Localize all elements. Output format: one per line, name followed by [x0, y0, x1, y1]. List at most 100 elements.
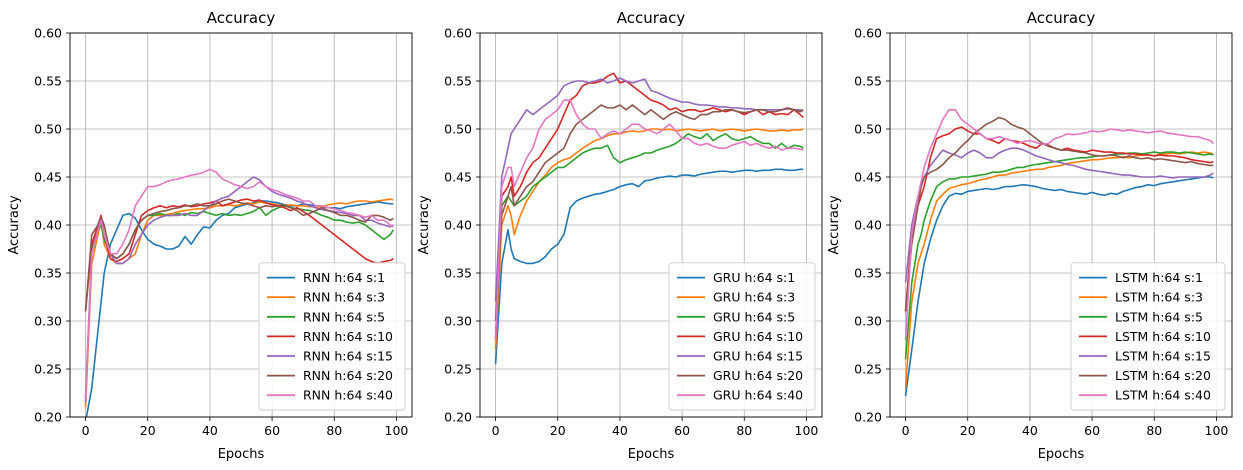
- series-line-5: [494, 77, 804, 302]
- x-axis-label: Epochs: [218, 447, 265, 462]
- y-tick-label: 0.50: [34, 122, 62, 137]
- series-line-7: [84, 168, 394, 398]
- y-tick-label: 0.35: [444, 266, 472, 281]
- series-line-6: [84, 198, 394, 312]
- legend-label: LSTM h:64 s:20: [1115, 368, 1211, 383]
- legend-label: LSTM h:64 s:15: [1115, 349, 1211, 364]
- y-tick-label: 0.35: [854, 266, 882, 281]
- x-tick-label: 60: [674, 423, 690, 438]
- legend-label: RNN h:64 s:5: [303, 309, 385, 324]
- x-tick-label: 0: [492, 423, 500, 438]
- y-tick-label: 0.50: [444, 122, 472, 137]
- legend-label: LSTM h:64 s:5: [1115, 309, 1203, 324]
- y-tick-label: 0.20: [34, 410, 62, 425]
- legend-label: LSTM h:64 s:10: [1115, 329, 1211, 344]
- x-tick-label: 80: [1146, 423, 1162, 438]
- x-tick-label: 20: [140, 423, 156, 438]
- x-tick-label: 0: [902, 423, 910, 438]
- x-axis-label: Epochs: [628, 447, 675, 462]
- series-line-7: [904, 109, 1214, 341]
- y-tick-label: 0.60: [444, 26, 472, 41]
- chart-title: Accuracy: [207, 9, 276, 27]
- y-tick-label: 0.35: [34, 266, 62, 281]
- chart-panel-2: 0 20 40 60 80 100 0.20 0.25 0.30 0.35 0.40 0.45 0.50…: [417, 9, 823, 462]
- y-tick-label: 0.40: [34, 218, 62, 233]
- axes-frame: [479, 32, 823, 418]
- x-tick-label: 80: [326, 423, 342, 438]
- series-line-3: [904, 151, 1214, 360]
- series-line-2: [904, 151, 1214, 389]
- x-tick-label: 0: [82, 423, 90, 438]
- legend-label: RNN h:64 s:15: [303, 349, 393, 364]
- y-axis-label: Accuracy: [7, 195, 22, 255]
- y-tick-label: 0.55: [444, 74, 472, 89]
- legend-label: RNN h:64 s:10: [303, 329, 393, 344]
- series-line-6: [494, 104, 804, 322]
- legend-label: LSTM h:64 s:40: [1115, 388, 1211, 403]
- legend-box: [258, 262, 406, 411]
- chart-title: Accuracy: [617, 9, 686, 27]
- legend-label: GRU h:64 s:40: [713, 388, 803, 403]
- y-tick-label: 0.45: [34, 170, 62, 185]
- series-line-3: [494, 133, 804, 341]
- x-tick-label: 60: [1084, 423, 1100, 438]
- chart-panel-3: 0 20 40 60 80 100 0.20 0.25 0.30 0.35 0.40 0.45 0.50…: [827, 9, 1233, 462]
- axes-frame: [889, 32, 1233, 418]
- y-tick-label: 0.30: [854, 314, 882, 329]
- y-tick-label: 0.40: [854, 218, 882, 233]
- legend-label: LSTM h:64 s:1: [1115, 270, 1203, 285]
- legend-label: RNN h:64 s:40: [303, 388, 393, 403]
- x-tick-label: 60: [264, 423, 280, 438]
- legend-box: [1070, 262, 1226, 411]
- legend-label: LSTM h:64 s:3: [1115, 290, 1203, 305]
- y-tick-label: 0.25: [854, 362, 882, 377]
- chart-title: Accuracy: [1027, 9, 1096, 27]
- chart-panel-1: 0 20 40 60 80 100 0.20 0.25 0.30 0.35 0.40 0.45 0.50…: [7, 9, 413, 462]
- legend-label: GRU h:64 s:15: [713, 349, 803, 364]
- series-line-6: [904, 116, 1214, 312]
- y-tick-label: 0.20: [444, 410, 472, 425]
- y-tick-label: 0.55: [854, 74, 882, 89]
- y-axis-label: Accuracy: [417, 195, 432, 255]
- y-tick-label: 0.60: [854, 26, 882, 41]
- legend-label: GRU h:64 s:1: [713, 270, 795, 285]
- legend-label: RNN h:64 s:1: [303, 270, 385, 285]
- x-tick-label: 100: [795, 423, 819, 438]
- legend: GRU h:64 s:1 GRU h:64 s:3 GRU h:64 s:5 GRU …: [668, 262, 816, 411]
- y-tick-label: 0.60: [34, 26, 62, 41]
- axes-frame: [69, 32, 413, 418]
- series-line-2: [84, 198, 394, 408]
- series-line-4: [84, 198, 394, 312]
- y-tick-label: 0.40: [444, 218, 472, 233]
- legend-label: GRU h:64 s:10: [713, 329, 803, 344]
- y-tick-label: 0.55: [34, 74, 62, 89]
- x-tick-label: 20: [550, 423, 566, 438]
- series-line-5: [904, 147, 1214, 283]
- legend: LSTM h:64 s:1 LSTM h:64 s:3 LSTM h:64 s:5 L…: [1070, 262, 1226, 411]
- x-tick-label: 20: [960, 423, 976, 438]
- legend-label: RNN h:64 s:3: [303, 290, 385, 305]
- series-line-5: [84, 176, 394, 403]
- legend-label: RNN h:64 s:20: [303, 368, 393, 383]
- y-axis-label: Accuracy: [827, 195, 842, 255]
- x-tick-label: 80: [736, 423, 752, 438]
- x-tick-label: 100: [385, 423, 409, 438]
- legend-label: GRU h:64 s:20: [713, 368, 803, 383]
- y-tick-label: 0.45: [854, 170, 882, 185]
- legend-box: [668, 262, 816, 411]
- series-line-7: [494, 99, 804, 341]
- y-tick-label: 0.25: [34, 362, 62, 377]
- x-tick-label: 40: [1022, 423, 1038, 438]
- y-tick-label: 0.25: [444, 362, 472, 377]
- series-line-1: [904, 176, 1214, 396]
- legend: RNN h:64 s:1 RNN h:64 s:3 RNN h:64 s:5 RNN …: [258, 262, 406, 411]
- y-tick-label: 0.50: [854, 122, 882, 137]
- y-tick-label: 0.45: [444, 170, 472, 185]
- x-tick-label: 40: [612, 423, 628, 438]
- y-tick-label: 0.20: [854, 410, 882, 425]
- x-axis-label: Epochs: [1038, 447, 1085, 462]
- y-tick-label: 0.30: [444, 314, 472, 329]
- x-tick-label: 40: [202, 423, 218, 438]
- y-tick-label: 0.30: [34, 314, 62, 329]
